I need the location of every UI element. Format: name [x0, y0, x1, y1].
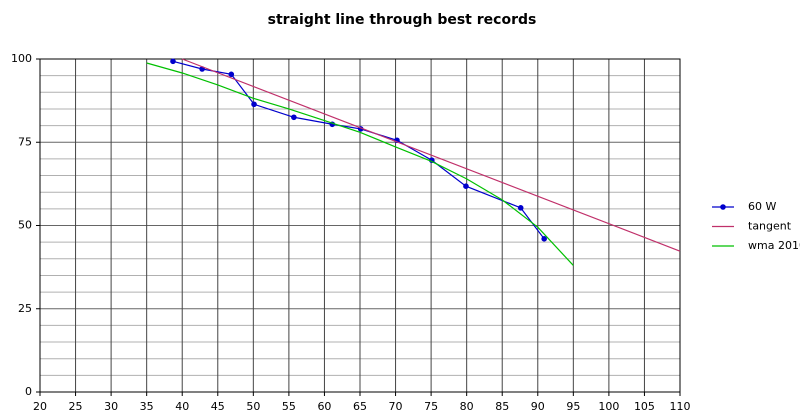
x-tick-label: 100 [598, 400, 619, 413]
y-tick-label: 75 [18, 135, 32, 148]
x-tick-label: 70 [389, 400, 403, 413]
x-tick-label: 110 [670, 400, 691, 413]
legend-label: 60 W [748, 200, 776, 213]
y-tick-label: 100 [11, 52, 32, 65]
data-point [463, 183, 469, 190]
legend-label: tangent [748, 220, 792, 233]
x-tick-label: 30 [104, 400, 118, 413]
x-tick-label: 65 [353, 400, 367, 413]
x-tick-label: 20 [33, 400, 47, 413]
chart-title: straight line through best records [268, 12, 537, 28]
x-tick-label: 25 [69, 400, 83, 413]
data-point [170, 58, 176, 65]
x-tick-label: 50 [246, 400, 260, 413]
x-tick-label: 90 [531, 400, 545, 413]
x-tick-label: 40 [175, 400, 189, 413]
data-point [228, 71, 235, 78]
data-point [291, 114, 297, 121]
x-tick-label: 80 [460, 400, 474, 413]
legend-label: wma 2010 [748, 239, 800, 252]
legend-marker [720, 204, 726, 210]
y-tick-label: 0 [25, 385, 32, 398]
x-tick-label: 95 [566, 400, 580, 413]
series-line [172, 60, 545, 240]
y-tick-label: 25 [18, 302, 32, 315]
y-tick-label: 50 [18, 219, 32, 232]
x-tick-label: 105 [634, 400, 655, 413]
series-line [146, 62, 574, 266]
series-line [182, 58, 681, 252]
x-tick-label: 55 [282, 400, 296, 413]
plot-border [39, 58, 681, 393]
data-point [541, 236, 547, 242]
data-point [517, 205, 524, 211]
x-tick-label: 35 [140, 400, 154, 413]
x-tick-label: 85 [495, 400, 509, 413]
x-tick-label: 45 [211, 400, 225, 413]
x-tick-label: 60 [317, 400, 331, 413]
x-tick-label: 75 [424, 400, 438, 413]
data-point [251, 101, 257, 108]
